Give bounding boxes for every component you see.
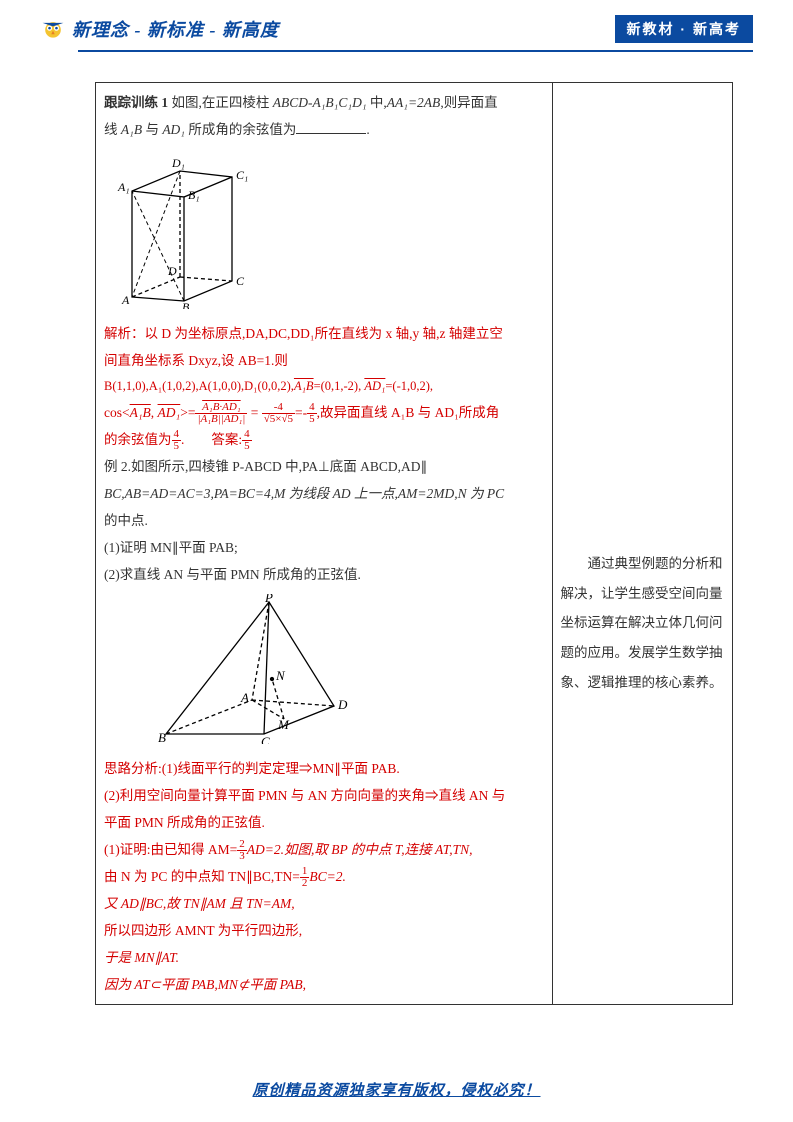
p1-l2c: 与 bbox=[142, 122, 162, 137]
s1-v2: AD₁ bbox=[364, 379, 385, 393]
main-table: 跟踪训练 1 如图,在正四棱柱 ABCD-A₁B₁C₁D₁ 中,AA₁=2AB,… bbox=[95, 82, 733, 1005]
lbl-P: P bbox=[264, 594, 273, 605]
s2-l5a: 由 N 为 PC 的中点知 TN∥BC,TN= bbox=[104, 869, 300, 884]
lbl-A: A bbox=[240, 690, 249, 705]
lbl-C: C bbox=[236, 274, 245, 288]
lbl-D: D bbox=[337, 697, 348, 712]
s2-l2: (2)利用空间向量计算平面 PMN 与 AN 方向向量的夹角⇒直线 AN 与 bbox=[104, 782, 544, 809]
footer-text: 原创精品资源独家享有版权，侵权必究！ bbox=[252, 1083, 540, 1099]
s2-l6: 又 AD∥BC,故 TN∥AM 且 TN=AM, bbox=[104, 890, 544, 917]
s2-l1: 思路分析:(1)线面平行的判定定理⇒MN∥平面 PAB. bbox=[104, 755, 544, 782]
s1-l2: 间直角坐标系 Dxyz,设 AB=1.则 bbox=[104, 347, 544, 374]
p2-q2: (2)求直线 AN 与平面 PMN 所成角的正弦值. bbox=[104, 561, 544, 588]
p1-m2: AA₁=2AB bbox=[387, 95, 441, 110]
s1-l1: 解析：以 D 为坐标原点,DA,DC,DD₁所在直线为 x 轴,y 轴,z 轴建… bbox=[104, 320, 544, 347]
p1-l2d: AD₁ bbox=[162, 122, 185, 137]
p2-q1: (1)证明 MN∥平面 PAB; bbox=[104, 534, 544, 561]
p1-line1: 跟踪训练 1 如图,在正四棱柱 ABCD-A₁B₁C₁D₁ 中,AA₁=2AB,… bbox=[104, 89, 544, 116]
s1-l5b: . 答案: bbox=[181, 432, 242, 447]
logo-area: 新理念 - 新标准 - 新高度 bbox=[40, 16, 279, 42]
s1-l4e: >= bbox=[180, 405, 195, 420]
right-column: 通过典型例题的分析和解决，让学生感受空间向量坐标运算在解决立体几何问题的应用。发… bbox=[552, 83, 732, 1005]
s1-f4d: 5 bbox=[172, 441, 182, 452]
lbl-B1: B₁ bbox=[188, 188, 200, 202]
p1-l2e: 所成角的余弦值为 bbox=[185, 122, 296, 137]
figure-prism: A B C D A₁ B₁ C₁ D₁ bbox=[114, 149, 254, 309]
s2-l8: 于是 MN∥AT. bbox=[104, 944, 544, 971]
s2-l4a: (1)证明:由已知得 AM= bbox=[104, 842, 237, 857]
s1-l2a: 间直角坐标系 Dxyz,设 AB=1.则 bbox=[104, 353, 288, 368]
s1-l4f: ,故异面直线 A₁B 与 AD₁所成角 bbox=[317, 405, 500, 420]
p1-l2a: 线 bbox=[104, 122, 121, 137]
p1-m1: ABCD-A₁B₁C₁D₁ bbox=[273, 95, 367, 110]
s2-f6d: 3 bbox=[237, 851, 247, 862]
p2-l2: BC,AB=AD=AC=3,PA=BC=4,M 为线段 AD 上一点,AM=2M… bbox=[104, 480, 544, 507]
s2-l9: 因为 AT⊂平面 PAB,MN⊄平面 PAB, bbox=[104, 971, 544, 998]
p1-l2b: A₁B bbox=[121, 122, 142, 137]
s1-f2d: √5×√5 bbox=[262, 414, 295, 425]
figure-pyramid: P A B C D M N bbox=[154, 594, 364, 744]
s1-l3: B(1,1,0),A₁(1,0,2),A(1,0,0),D₁(0,0,2),A₁… bbox=[104, 374, 544, 399]
s1-v1: A₁B bbox=[294, 379, 314, 393]
p2-l1: 例 2.如图所示,四棱锥 P-ABCD 中,PA⊥底面 ABCD,AD∥ bbox=[104, 453, 544, 480]
s2-f7d: 2 bbox=[300, 878, 310, 889]
sidebar-text: 通过典型例题的分析和解决，让学生感受空间向量坐标运算在解决立体几何问题的应用。发… bbox=[561, 89, 724, 697]
s2-l5b: BC=2. bbox=[309, 869, 346, 884]
lbl-D1: D₁ bbox=[171, 156, 185, 170]
s1-f3d: 5 bbox=[307, 414, 317, 425]
p1-line2: 线 A₁B 与 AD₁ 所成角的余弦值为. bbox=[104, 116, 544, 143]
s1-eq1: = bbox=[247, 405, 261, 420]
p1-l2f: . bbox=[366, 122, 369, 137]
s2-l3: 平面 PMN 所成角的正弦值. bbox=[104, 809, 544, 836]
owl-icon bbox=[40, 16, 66, 42]
lbl-C1: C₁ bbox=[236, 168, 248, 182]
p1-t3: ,则异面直 bbox=[440, 95, 497, 110]
header-slogan: 新理念 - 新标准 - 新高度 bbox=[72, 16, 279, 42]
lbl-N: N bbox=[275, 668, 286, 683]
lbl-A: A bbox=[121, 293, 130, 307]
s1-f1d: |A₁B||AD₁| bbox=[195, 414, 247, 425]
s1-l4: cos<A₁B, AD₁>=A₁B·AD₁|A₁B||AD₁| = -4√5×√… bbox=[104, 399, 544, 426]
s1-f5d: 5 bbox=[242, 441, 252, 452]
p1-t2: 中, bbox=[367, 95, 387, 110]
p1-label: 跟踪训练 1 bbox=[104, 95, 168, 110]
lbl-B: B bbox=[182, 300, 190, 309]
lbl-M: M bbox=[277, 717, 290, 732]
answer-blank bbox=[296, 120, 366, 134]
s1-l4a: cos< bbox=[104, 405, 130, 420]
s1-l4c: , bbox=[151, 405, 158, 420]
s1-eq2: =- bbox=[295, 405, 307, 420]
s2-l4b: AD=2.如图,取 BP 的中点 T,连接 AT,TN, bbox=[247, 842, 473, 857]
s1-l4d: AD₁ bbox=[158, 405, 181, 420]
s1-l4b: A₁B bbox=[130, 405, 151, 420]
s1-l5a: 的余弦值为 bbox=[104, 432, 172, 447]
lbl-A1: A₁ bbox=[117, 180, 130, 194]
header-badge: 新教材 · 新高考 bbox=[615, 15, 753, 43]
lbl-D: D bbox=[167, 264, 177, 278]
p1-t1: 如图,在正四棱柱 bbox=[168, 95, 273, 110]
page-header: 新理念 - 新标准 - 新高度 新教材 · 新高考 bbox=[0, 0, 793, 48]
page-footer: 原创精品资源独家享有版权，侵权必究！ bbox=[0, 1079, 793, 1100]
s2-l4: (1)证明:由已知得 AM=23AD=2.如图,取 BP 的中点 T,连接 AT… bbox=[104, 836, 544, 863]
lbl-B: B bbox=[158, 730, 166, 744]
p2-l3: 的中点. bbox=[104, 507, 544, 534]
s1-l5: 的余弦值为45. 答案:45 bbox=[104, 426, 544, 453]
lbl-C: C bbox=[261, 734, 270, 744]
s2-l5: 由 N 为 PC 的中点知 TN∥BC,TN=12BC=2. bbox=[104, 863, 544, 890]
left-column: 跟踪训练 1 如图,在正四棱柱 ABCD-A₁B₁C₁D₁ 中,AA₁=2AB,… bbox=[96, 83, 553, 1005]
content: 跟踪训练 1 如图,在正四棱柱 ABCD-A₁B₁C₁D₁ 中,AA₁=2AB,… bbox=[0, 52, 793, 1025]
s2-l7: 所以四边形 AMNT 为平行四边形, bbox=[104, 917, 544, 944]
